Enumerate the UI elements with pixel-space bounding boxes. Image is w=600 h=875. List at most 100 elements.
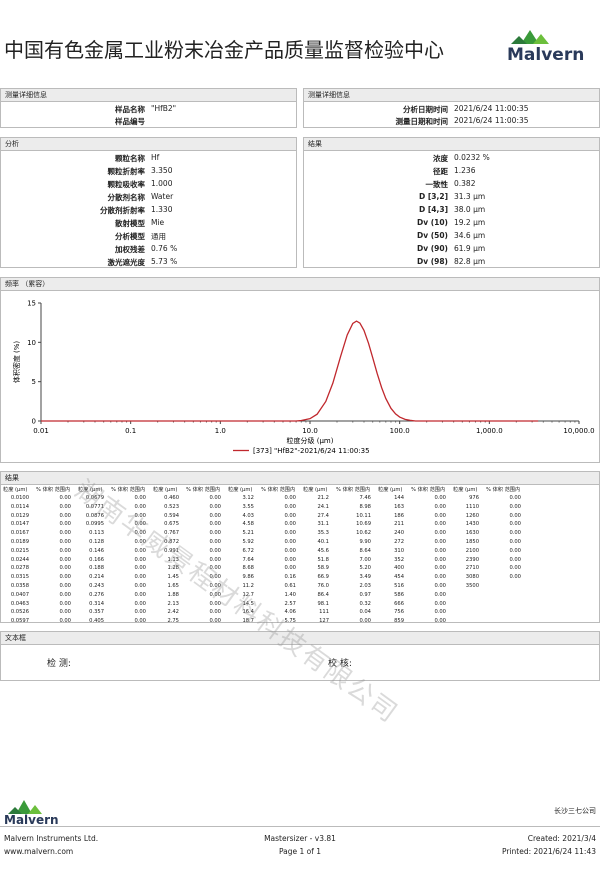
vol-cell: 0.00 [209,539,221,545]
vol-header: % 体积 范围内 [486,487,521,493]
vol-cell: 0.00 [59,512,71,519]
vol-cell: 0.00 [59,530,71,537]
vol-cell: 0.00 [134,591,146,598]
vol-cell: 1.40 [284,591,296,598]
field-value: 通用 [151,232,166,241]
field-label: 散射模型 [115,219,145,228]
size-cell: 756 [394,609,404,616]
field-value: 3.350 [151,166,173,175]
field-label: 样品名称 [115,105,145,114]
size-cell: 0.991 [164,547,179,554]
vol-cell: 0.00 [59,574,71,581]
size-cell: 0.0315 [10,574,29,581]
size-header: 粒度 (μm) [78,487,103,493]
vol-cell: 8.64 [359,547,371,554]
size-cell: 144 [394,495,404,501]
field-value: 1.236 [454,166,476,175]
size-cell: 2.75 [167,618,179,625]
size-cell: 0.0147 [10,521,29,528]
size-cell: 0.0876 [85,512,104,519]
vol-cell: 0.00 [134,618,146,625]
size-cell: 2.42 [167,609,179,616]
size-cell: 66.9 [317,574,329,581]
size-cell: 240 [394,530,404,537]
size-cell: 0.0463 [10,600,29,607]
vol-cell: 0.00 [134,495,146,501]
vol-cell: 0.00 [134,609,146,616]
legend-label: [373] "HfB2"-2021/6/24 11:00:35 [253,447,370,455]
vol-cell: 0.00 [134,565,146,572]
field-label: 分散剂折射率 [100,206,145,215]
footer-center-2: Page 1 of 1 [278,847,322,856]
vol-cell: 0.61 [284,583,296,589]
size-cell: 0.0129 [10,512,29,519]
size-cell: 0.243 [89,583,104,589]
vol-cell: 0.00 [284,521,296,528]
vol-cell: 0.00 [509,521,521,528]
vol-cell: 0.00 [284,512,296,519]
field-value: 61.9 μm [454,244,486,253]
field-value: 1.000 [151,179,173,188]
size-cell: 11.2 [242,583,254,589]
footer-left-2: www.malvern.com [4,847,74,856]
size-cell: 2100 [465,547,479,554]
size-cell: 8.68 [242,565,254,572]
y-tick-label: 15 [27,300,36,308]
size-cell: 0.405 [89,618,104,625]
vol-cell: 0.32 [359,600,371,607]
y-tick-label: 5 [32,378,36,386]
vol-cell: 10.11 [356,512,371,519]
vol-cell: 0.00 [134,539,146,545]
size-cell: 45.6 [317,547,329,554]
field-label: 颗粒名称 [115,154,145,163]
inspect-label: 检 测: [47,659,71,669]
vol-cell: 8.98 [359,503,371,510]
results: 结果 浓度 0.0232 % 径距 1.236 一致性 0.382 D [3,2] 31.3 μ… [303,137,600,268]
vol-cell: 0.00 [59,503,71,510]
size-header: 粒度 (μm) [3,487,28,493]
vol-cell: 0.00 [59,591,71,598]
vol-cell: 0.00 [509,556,521,563]
size-cell: 1.88 [167,591,179,598]
vol-cell: 0.00 [134,521,146,528]
text-box: 文本框检 测: 校 核: [0,631,600,681]
vol-cell: 0.00 [434,539,446,545]
size-cell: 86.4 [317,591,329,598]
size-cell: 0.0995 [85,521,104,528]
size-cell: 3.55 [242,503,254,510]
size-cell: 352 [394,556,404,563]
vol-cell: 0.00 [209,521,221,528]
vol-cell: 0.00 [434,503,446,510]
field-label: 分析模型 [115,232,145,241]
size-cell: 14.5 [242,600,254,607]
vol-cell: 10.62 [356,530,371,537]
size-cell: 163 [394,503,404,510]
vol-cell: 4.06 [284,609,296,616]
size-cell: 98.1 [317,600,329,607]
vol-cell: 0.00 [509,539,521,545]
vol-cell: 0.00 [284,503,296,510]
size-cell: 0.113 [89,530,104,537]
vol-cell: 0.00 [209,556,221,563]
footer-logo-text: Malvern [4,813,59,827]
size-cell: 6.72 [242,547,254,554]
field-label: Dv (98) [416,257,448,266]
vol-cell: 0.00 [284,530,296,537]
size-cell: 0.523 [164,503,179,510]
size-cell: 211 [394,521,404,528]
chart-panel-title: 频率 （累容） [1,278,599,291]
footer-left-1: Malvern Instruments Ltd. [4,834,99,843]
vol-header: % 体积 范围内 [186,487,221,493]
field-value: 38.0 μm [454,205,486,214]
vol-cell: 0.00 [209,591,221,598]
measurement-right: 测量详细信息 分析日期时间 2021/6/24 11:00:35 测量日期和时间 202… [303,88,600,128]
vol-cell: 0.97 [359,591,371,598]
field-label: Dv (90) [416,244,448,253]
vol-cell: 2.03 [359,583,371,589]
vol-cell: 0.00 [434,521,446,528]
size-cell: 7.64 [242,556,254,563]
field-value: 2021/6/24 11:00:35 [454,116,529,125]
size-cell: 0.0114 [10,503,29,510]
size-cell: 272 [394,539,404,545]
size-cell: 1260 [465,512,479,519]
